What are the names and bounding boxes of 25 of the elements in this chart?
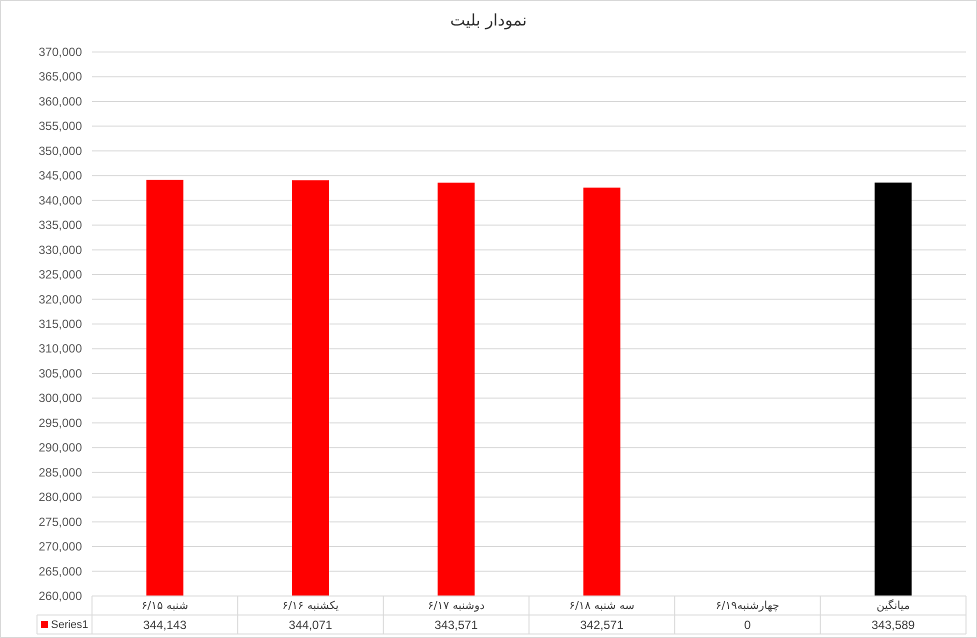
y-tick-label: 305,000 bbox=[38, 366, 82, 380]
y-tick-label: 310,000 bbox=[38, 342, 82, 356]
y-tick-label: 290,000 bbox=[38, 440, 82, 455]
y-tick-label: 300,000 bbox=[38, 391, 82, 406]
y-tick-label: 285,000 bbox=[38, 465, 82, 480]
y-tick-label: 335,000 bbox=[38, 218, 82, 232]
y-tick-label: 355,000 bbox=[38, 119, 82, 134]
y-tick-label: 325,000 bbox=[38, 268, 82, 282]
y-tick-label: 260,000 bbox=[38, 589, 82, 603]
y-tick-label: 265,000 bbox=[38, 564, 82, 578]
y-tick-label: 295,000 bbox=[38, 416, 82, 430]
y-tick-label: 360,000 bbox=[38, 94, 82, 108]
y-tick-label: 350,000 bbox=[38, 144, 82, 158]
y-tick-label: 275,000 bbox=[38, 514, 82, 529]
y-tick-label: 280,000 bbox=[38, 490, 82, 504]
legend-label: Series1 bbox=[51, 619, 88, 631]
y-tick-label: 365,000 bbox=[38, 70, 82, 84]
y-tick-label: 370,000 bbox=[38, 45, 82, 59]
y-tick-label: 270,000 bbox=[38, 540, 82, 554]
y-tick-label: 330,000 bbox=[38, 242, 82, 257]
y-tick-label: 340,000 bbox=[38, 193, 82, 208]
y-tick-label: 320,000 bbox=[38, 292, 82, 306]
y-tick-label: 345,000 bbox=[38, 168, 82, 183]
title: نمودار بلیت bbox=[450, 10, 527, 30]
y-tick-label: 315,000 bbox=[38, 317, 82, 331]
